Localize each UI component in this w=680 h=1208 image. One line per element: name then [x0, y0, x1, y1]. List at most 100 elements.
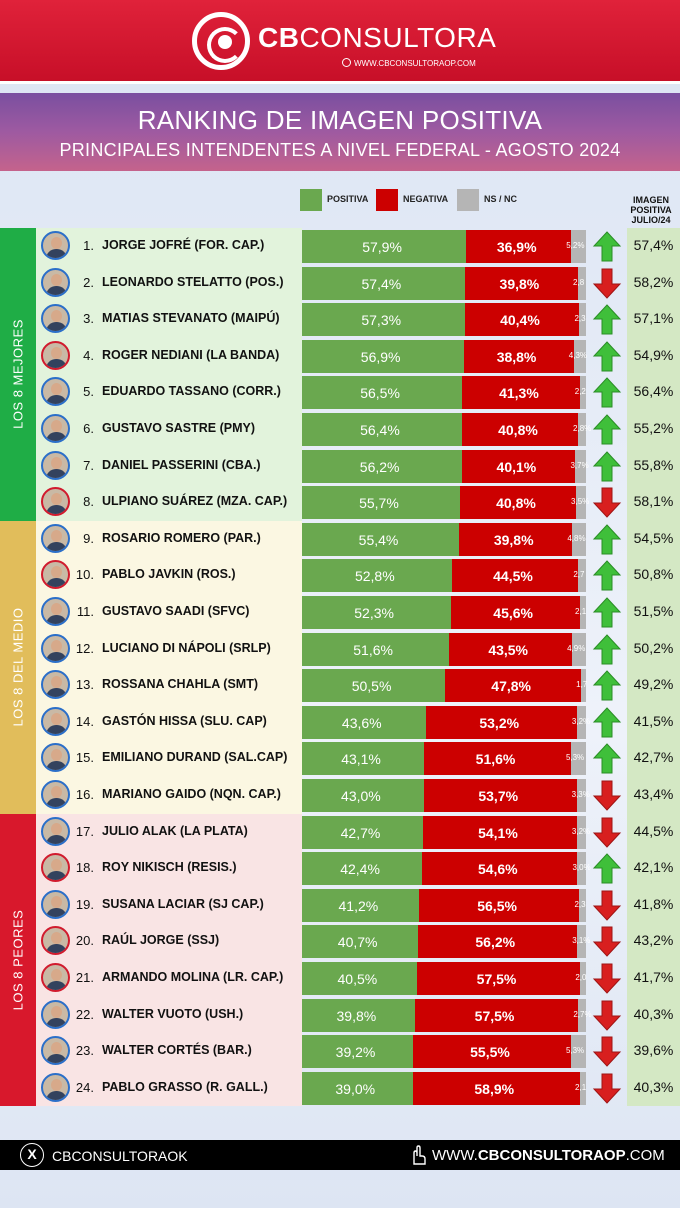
previous-value: 41,5% [633, 712, 674, 729]
avatar [41, 560, 70, 590]
avatar-body [46, 1090, 67, 1100]
bar-negativa [425, 705, 577, 739]
arrow-down-icon [592, 780, 622, 811]
table-row: 23. WALTER CORTÉS (BAR.) 39,2% 55,5% 5,3% 39,… [0, 1033, 680, 1070]
data-label-nsnc: 3,1% [572, 936, 591, 946]
table-row: 20. RAÚL JORGE (SSJ) 40,7% 56,2% 3,1% 43,2% [0, 923, 680, 960]
avatar-body [46, 322, 67, 332]
data-label-negativa: 38,8% [496, 348, 537, 365]
rank-number: 23. [75, 1043, 94, 1059]
avatar-body [46, 285, 67, 295]
table-row: 17. JULIO ALAK (LA PLATA) 42,7% 54,1% 3,2% 44… [0, 814, 680, 851]
bar-nsnc [578, 413, 586, 446]
stacked-bar: 39,2% 55,5% 5,3% [302, 1035, 586, 1069]
category-label: ROY NIKISCH (RESIS.) [102, 860, 237, 875]
arrow-down-icon [592, 890, 622, 921]
avatar-head [51, 346, 62, 359]
bar-positiva [302, 1071, 413, 1105]
arrow-down-icon [592, 926, 622, 958]
previous-value: 49,2% [633, 676, 674, 693]
data-label-nsnc: 2,8 [573, 277, 585, 287]
category-label: ULPIANO SUÁREZ (MZA. CAP.) [102, 494, 288, 509]
footer-url[interactable]: WWW.CBCONSULTORAOP.COM [432, 1147, 665, 1164]
avatar-head [51, 529, 62, 542]
hand-pointer-icon [413, 1145, 426, 1165]
header-url[interactable]: WWW.CBCONSULTORAOP.COM [342, 58, 476, 68]
previous-header-line: IMAGEN [633, 195, 669, 205]
data-label-nsnc: 5,3% [565, 1046, 585, 1056]
rank-number: 13. [75, 677, 94, 693]
avatar [41, 377, 70, 407]
previous-value: 58,2% [633, 273, 674, 290]
arrow-down-icon [592, 963, 622, 994]
avatar-body [46, 1054, 67, 1064]
previous-value: 50,2% [633, 639, 674, 656]
legend-swatch-negativa [376, 189, 398, 211]
bar-nsnc [570, 742, 586, 776]
brand-name: CBCONSULTORA [258, 22, 497, 53]
avatar-body [46, 981, 67, 990]
avatar-head [51, 603, 62, 615]
social-handle[interactable]: CBCONSULTORAOK [52, 1148, 188, 1164]
data-label-nsnc: 3,3% [571, 790, 590, 799]
previous-value: 44,5% [633, 822, 674, 839]
bar-positiva [302, 230, 467, 263]
avatar [41, 963, 70, 992]
rank-number: 9. [83, 530, 94, 546]
table-row: 3. MATIAS STEVANATO (MAIPÚ) 57,3% 40,4% 2,3 5… [0, 301, 680, 338]
data-label-positiva: 39,8% [336, 1007, 377, 1024]
avatar [41, 1036, 70, 1066]
legend-label-nsnc: NS / NC [484, 194, 518, 204]
data-label-negativa: 40,1% [496, 458, 537, 475]
arrow-up-icon [592, 377, 622, 408]
x-social-icon[interactable]: X [20, 1143, 44, 1167]
avatar-body [46, 871, 67, 881]
bar-positiva [302, 1035, 414, 1069]
group-background [36, 228, 302, 521]
table-row: 9. ROSARIO ROMERO (PAR.) 55,4% 39,8% 4,8% 54,… [0, 521, 680, 558]
bar-nsnc [572, 632, 586, 666]
previous-header-line: POSITIVA [630, 205, 672, 215]
rank-number: 17. [75, 823, 94, 839]
data-label-nsnc: 4,9% [567, 643, 586, 653]
category-label: MATIAS STEVANATO (MAIPÚ) [102, 311, 280, 326]
data-label-nsnc: 2,1 [575, 607, 587, 616]
avatar-body [46, 724, 67, 734]
previous-column-bg [627, 228, 680, 1107]
avatar-head [51, 420, 62, 432]
group-label-tab: LOS 8 DEL MEDIO [0, 520, 36, 814]
bar-negativa [462, 376, 580, 410]
data-label-positiva: 56,4% [360, 422, 400, 438]
footer-bar: X CBCONSULTORAOK WWW.CBCONSULTORAOP.COM [0, 1140, 680, 1170]
avatar-head [51, 895, 62, 908]
previous-column-header: IMAGEN POSITIVA JULIO/24 [622, 195, 680, 225]
stacked-bar: 52,8% 44,5% 2,7 [302, 559, 586, 593]
avatar [41, 340, 70, 370]
table-row: 11. GUSTAVO SAADI (SFVC) 52,3% 45,6% 2,1 51,5… [0, 594, 680, 631]
avatar-head [51, 749, 62, 762]
data-label-negativa: 40,8% [498, 422, 538, 438]
bar-positiva [302, 559, 452, 593]
table-row: 21. ARMANDO MOLINA (LR. CAP.) 40,5% 57,5% 2,… [0, 960, 680, 997]
arrow-up-icon [592, 743, 622, 774]
bar-nsnc [581, 669, 586, 703]
category-label: JULIO ALAK (LA PLATA) [102, 823, 248, 838]
previous-value: 57,4% [633, 237, 674, 253]
avatar-body [46, 761, 67, 771]
stacked-bar: 43,0% 53,7% 3,3% [302, 779, 590, 812]
previous-value: 41,7% [633, 969, 674, 985]
stacked-bar: 56,4% 40,8% 2,8% [302, 413, 591, 446]
group-background [36, 813, 302, 1107]
stacked-bar: 52,3% 45,6% 2,1 [302, 596, 586, 629]
avatar-body [46, 944, 67, 954]
rank-number: 10. [75, 567, 94, 583]
data-label-positiva: 40,5% [337, 971, 378, 987]
bar-positiva [302, 339, 464, 373]
stacked-bar: 40,7% 56,2% 3,1% [302, 925, 590, 959]
previous-value: 57,1% [633, 310, 674, 327]
previous-value: 54,5% [633, 529, 674, 546]
arrow-down-icon [592, 1036, 622, 1067]
rank-number: 24. [75, 1079, 94, 1095]
rank-number: 12. [75, 640, 94, 656]
avatar-head [51, 273, 62, 286]
